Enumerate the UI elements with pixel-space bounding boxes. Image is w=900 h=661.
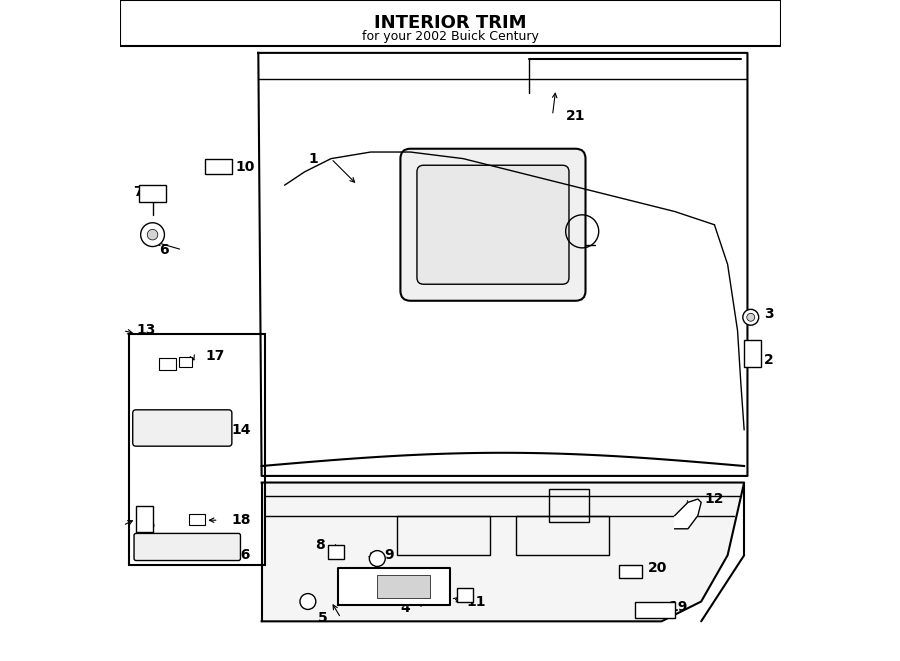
Bar (159, 358, 176, 370)
Bar (618, 565, 642, 578)
Text: 12: 12 (705, 492, 724, 506)
Text: 8: 8 (315, 538, 324, 553)
Circle shape (148, 229, 157, 240)
Text: 17: 17 (205, 348, 225, 363)
Text: 13: 13 (136, 323, 156, 338)
Bar (179, 357, 193, 367)
Bar (189, 514, 205, 525)
Bar (130, 334, 265, 565)
Bar (205, 159, 232, 174)
Text: 10: 10 (235, 159, 255, 174)
Text: 18: 18 (232, 513, 251, 527)
FancyBboxPatch shape (132, 410, 232, 446)
Text: 11: 11 (466, 594, 486, 609)
FancyBboxPatch shape (134, 533, 240, 561)
Polygon shape (258, 53, 747, 476)
Circle shape (742, 309, 759, 325)
Bar (136, 506, 153, 532)
Circle shape (300, 594, 316, 609)
Polygon shape (262, 483, 744, 621)
Polygon shape (338, 568, 450, 605)
Text: 15: 15 (136, 518, 156, 533)
Text: 1: 1 (308, 151, 318, 166)
Circle shape (747, 313, 755, 321)
Circle shape (369, 551, 385, 566)
Text: 20: 20 (648, 561, 668, 576)
Bar (456, 588, 473, 602)
Bar (140, 185, 166, 202)
Text: 2: 2 (764, 353, 774, 368)
Text: 16: 16 (232, 548, 251, 563)
Bar (120, 0, 780, 46)
Text: 9: 9 (384, 548, 393, 563)
Text: 4: 4 (400, 601, 410, 615)
Bar (328, 545, 344, 559)
Polygon shape (635, 602, 675, 618)
Circle shape (140, 223, 165, 247)
Text: 5: 5 (318, 611, 328, 625)
Text: 19: 19 (668, 600, 688, 614)
Text: 21: 21 (566, 108, 585, 123)
Text: 7: 7 (133, 184, 142, 199)
FancyBboxPatch shape (417, 165, 569, 284)
FancyBboxPatch shape (400, 149, 586, 301)
Text: 14: 14 (232, 422, 251, 437)
Text: 3: 3 (764, 307, 774, 321)
Polygon shape (675, 499, 701, 529)
Text: INTERIOR TRIM: INTERIOR TRIM (374, 14, 526, 32)
Text: for your 2002 Buick Century: for your 2002 Buick Century (362, 30, 538, 43)
Bar (377, 575, 430, 598)
Text: 6: 6 (159, 243, 169, 257)
Bar (744, 340, 760, 367)
